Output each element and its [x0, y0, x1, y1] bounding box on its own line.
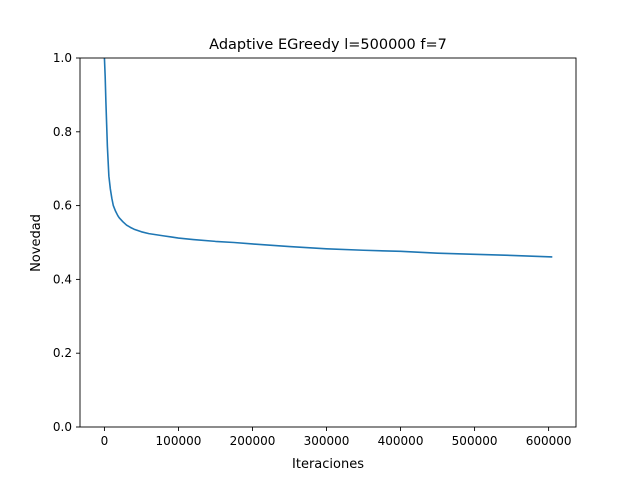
y-tick-label: 1.0	[53, 51, 72, 65]
y-axis-label: Novedad	[29, 214, 44, 272]
x-tick-label: 500000	[452, 434, 498, 448]
x-tick-label: 400000	[378, 434, 424, 448]
plot-data	[103, 58, 553, 258]
series-line-0	[103, 58, 553, 258]
x-tick-label: 100000	[156, 434, 202, 448]
axes: 0 100000 200000 300000 400000 500000 600000 0.0…	[53, 51, 577, 448]
y-tick-label: 0.8	[53, 125, 72, 139]
chart-title: Adaptive EGreedy l=500000 f=7	[209, 37, 447, 53]
y-tick-label: 0.6	[53, 199, 72, 213]
y-tick-label: 0.0	[53, 420, 72, 434]
x-axis-label: Iteraciones	[292, 457, 364, 472]
plot-frame	[79, 57, 577, 428]
x-tick-label: 0	[101, 434, 109, 448]
x-tick-label: 300000	[304, 434, 350, 448]
x-tick-label: 600000	[526, 434, 572, 448]
y-tick-label: 0.4	[53, 272, 72, 286]
x-tick-label: 200000	[230, 434, 276, 448]
y-tick-label: 0.2	[53, 346, 72, 360]
